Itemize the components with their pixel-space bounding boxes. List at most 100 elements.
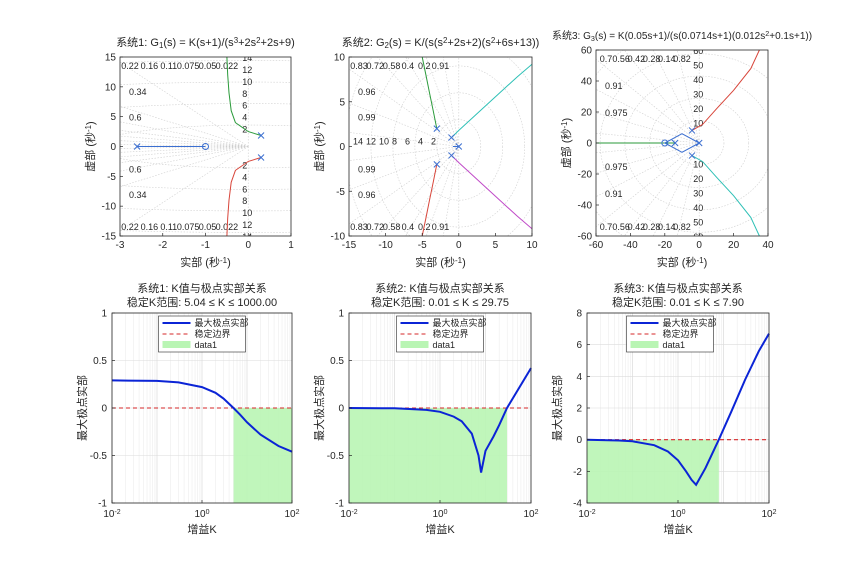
y-tick-label: 2 (576, 404, 582, 415)
legend-swatch-fill (630, 341, 659, 348)
stable-region-fill (349, 408, 508, 503)
zeta-label: 0.6 (129, 113, 142, 123)
y-tick-label: 0 (110, 142, 116, 153)
panel-title: 系统1: G1(s) = K(s+1)/(s3+2s2+2s+9) (116, 36, 295, 50)
y-axis-label: 最大极点实部 (312, 375, 326, 441)
x-tick-label: 100 (432, 509, 447, 520)
legend-item: 最大极点实部 (195, 317, 249, 328)
y-tick-label: -0.5 (327, 451, 345, 462)
pole-marker (433, 125, 441, 132)
wn-label: 40 (693, 75, 703, 85)
zeta-label: 0.4 (402, 222, 415, 232)
wn-label: 10 (693, 119, 703, 129)
y-tick-label: -20 (578, 170, 593, 181)
legend-swatch-fill (400, 341, 429, 348)
zeta-label: 0.99 (358, 164, 376, 174)
x-tick-label: -20 (658, 240, 673, 251)
wn-label: 8 (242, 89, 247, 99)
zeta-ray (349, 132, 459, 147)
x-tick-exp: -2 (589, 509, 595, 516)
x-tick-label: 100 (670, 509, 685, 520)
panel-title-part: (s) = K(0.05s+1)/(s(0.0714s+1)(0.012s (595, 31, 765, 42)
zeta-label: 0.83 (350, 222, 368, 232)
zeta-label: 0.22 (121, 61, 139, 71)
zeta-ray (596, 58, 700, 144)
legend-item: 稳定边界 (433, 328, 469, 339)
root-locus-panel-3: 0.70.70.560.560.420.420.280.280.140.140.… (552, 29, 812, 269)
y-axis-label-text: 最大极点实部 (550, 375, 564, 441)
panel-title-part: 3 (234, 36, 239, 45)
wn-label: 50 (693, 218, 703, 228)
wn-label: 14 (353, 137, 363, 147)
locus-branches (133, 57, 265, 236)
zeta-label: 0.58 (383, 222, 401, 232)
y-axis-label-part: ) (314, 121, 326, 125)
x-axis-label: 实部 (秒-1) (415, 255, 466, 269)
y-tick-label: 1 (101, 309, 107, 320)
zeta-label: 0.28 (643, 222, 661, 232)
wn-label: 30 (693, 90, 703, 100)
x-axis-label-part: -1 (696, 256, 704, 265)
y-tick-label: 0 (576, 435, 582, 446)
y-axis-label-part: ) (85, 121, 97, 125)
pole-marker (671, 139, 679, 147)
y-tick-label: 0 (338, 404, 344, 415)
panel-subtitle: 稳定K范围: 0.01 ≤ K ≤ 7.90 (612, 295, 744, 309)
x-axis-label: 实部 (秒-1) (657, 255, 708, 269)
panel-title: 系统3: K值与极点实部关系 (613, 281, 743, 295)
plot-area (349, 57, 532, 236)
wn-label: 14 (242, 232, 252, 242)
zeta-label: 0.72 (367, 222, 385, 232)
pole-marker (448, 152, 455, 159)
panel-title-part: (s) = K/(s(s (389, 37, 444, 49)
wn-label: 14 (242, 53, 252, 63)
stable-region-fill (233, 408, 292, 503)
wn-label: 60 (693, 46, 703, 56)
x-tick-label: 10-2 (103, 509, 120, 520)
legend-item: data1 (195, 340, 218, 350)
zeta-label: 0.075 (177, 222, 200, 232)
wn-label: 10 (242, 77, 252, 87)
y-tick-label: 20 (581, 108, 593, 119)
legend-item: 稳定边界 (663, 328, 699, 339)
y-tick-label: 8 (576, 309, 582, 320)
zeta-ray (596, 132, 700, 144)
pole-marker (448, 134, 455, 141)
zeta-label: 0.975 (605, 108, 628, 118)
zeta-label: 0.72 (367, 61, 385, 71)
pole-marker (455, 143, 463, 150)
y-axis-label: 最大极点实部 (550, 375, 564, 441)
y-tick-label: 1 (338, 309, 344, 320)
x-tick-label: 102 (761, 509, 776, 520)
zeta-label: 0.42 (628, 222, 646, 232)
y-tick-label: -15 (102, 232, 117, 243)
zeta-ray (442, 146, 460, 236)
panel-subtitle: 稳定K范围: 5.04 ≤ K ≤ 1000.00 (127, 295, 277, 309)
zero-marker (661, 139, 669, 147)
x-axis-label-part: -1 (220, 256, 228, 265)
pole-marker (688, 152, 696, 159)
wn-label: 4 (242, 172, 247, 182)
x-tick-base: 10 (578, 509, 590, 520)
zeta-ray (405, 146, 460, 236)
x-tick-label: -1 (201, 240, 210, 251)
x-tick-label: -3 (116, 240, 125, 251)
wn-label: 4 (418, 137, 423, 147)
locus-branch-cyan (691, 155, 760, 236)
y-axis-label-text: 虚部 (秒-1) (559, 118, 573, 168)
x-tick-label: 102 (523, 509, 538, 520)
wn-label: 12 (242, 220, 252, 230)
zeta-label: 0.7 (600, 54, 613, 64)
panel-title-part: 系统1: G (116, 36, 159, 49)
y-axis-label: 最大极点实部 (75, 375, 89, 441)
splane-labels: 0.70.70.560.560.420.420.280.280.140.140.… (600, 46, 703, 236)
root-locus-panel-2: 0.830.830.720.720.580.580.40.40.20.20.91… (312, 36, 539, 269)
y-axis-label-part: 虚部 (秒 (312, 132, 326, 172)
y-tick-label: 4 (576, 372, 582, 383)
legend-item: 最大极点实部 (663, 317, 717, 328)
pole-marker (257, 154, 265, 161)
wn-label: 10 (242, 208, 252, 218)
y-axis-label-part: 虚部 (秒 (83, 132, 97, 172)
